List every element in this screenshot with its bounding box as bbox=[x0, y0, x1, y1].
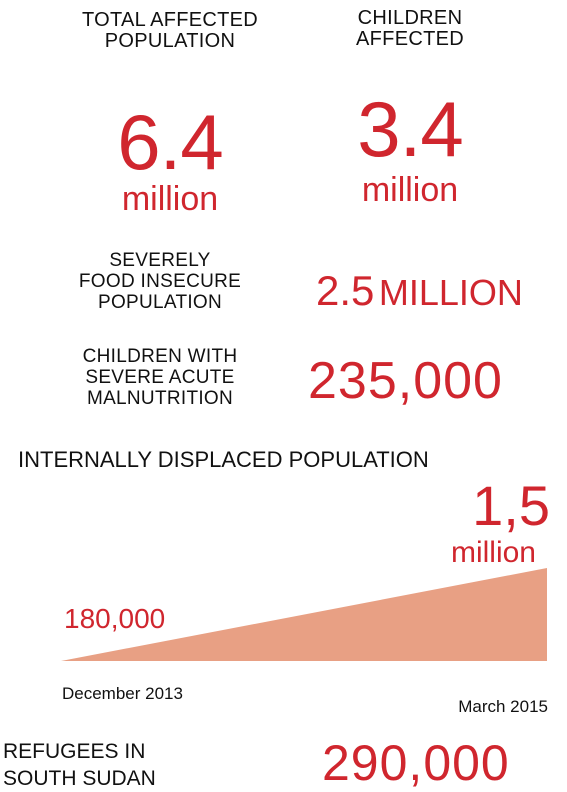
idp-end-value: 1,5 bbox=[472, 474, 550, 537]
children-affected-value: 3.4 bbox=[357, 85, 463, 173]
idp-end-date: March 2015 bbox=[458, 697, 548, 716]
refugees-value: 290,000 bbox=[322, 735, 510, 791]
food-insecure-label: SEVERELY FOOD INSECURE POPULATION bbox=[78, 250, 242, 313]
idp-area-chart bbox=[61, 568, 547, 661]
children-affected-label: CHILDREN AFFECTED bbox=[356, 7, 464, 50]
food-insecure-stat: 2.5 MILLION bbox=[316, 270, 523, 314]
malnutrition-value: 235,000 bbox=[308, 352, 503, 410]
refugees-label: REFUGEES IN SOUTH SUDAN bbox=[3, 740, 156, 790]
total-affected-label: TOTAL AFFECTED POPULATION bbox=[81, 9, 259, 52]
idp-area-fill bbox=[61, 568, 547, 661]
idp-start-date: December 2013 bbox=[62, 684, 183, 703]
total-affected-unit: million bbox=[121, 180, 219, 218]
food-insecure-unit: MILLION bbox=[378, 272, 523, 313]
malnutrition-label: CHILDREN WITH SEVERE ACUTE MALNUTRITION bbox=[82, 346, 238, 409]
idp-end-unit: million bbox=[450, 536, 536, 569]
idp-start-value: 180,000 bbox=[64, 603, 166, 634]
total-affected-value: 6.4 bbox=[117, 98, 223, 186]
idp-title: INTERNALLY DISPLACED POPULATION bbox=[18, 447, 429, 472]
children-affected-unit: million bbox=[361, 171, 459, 209]
food-insecure-value: 2.5 bbox=[316, 267, 375, 314]
